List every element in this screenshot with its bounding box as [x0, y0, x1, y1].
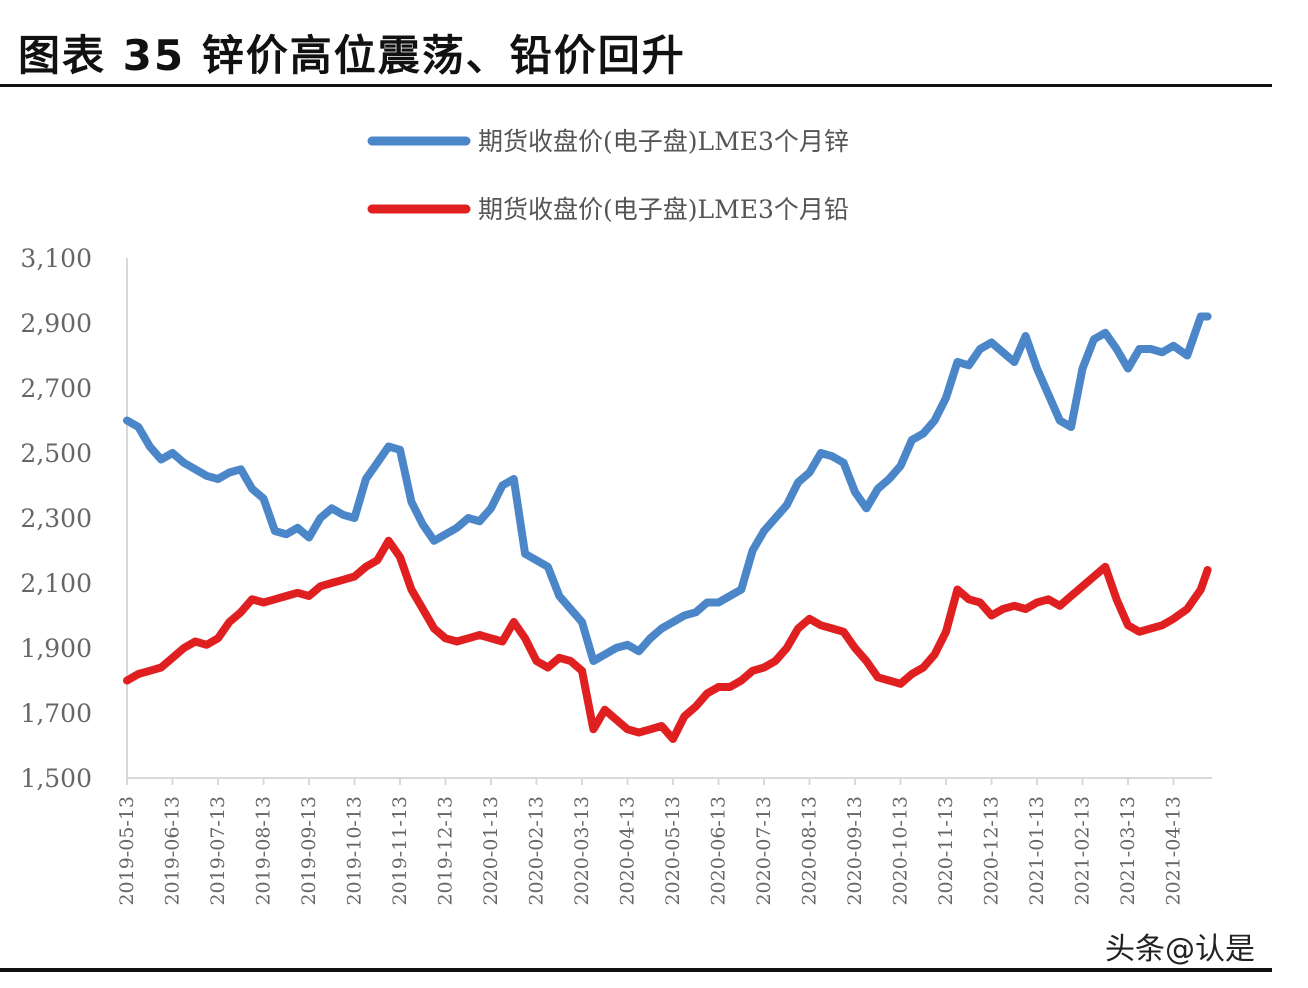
y-tick-label: 1,900: [20, 634, 92, 663]
x-tick-label: 2021-03-13: [1117, 796, 1139, 906]
x-tick-label: 2019-11-13: [389, 796, 411, 906]
figure-title: 图表 35 锌价高位震荡、铅价回升: [18, 31, 686, 80]
series-group: [123, 312, 1212, 743]
x-tick-label: 2019-05-13: [116, 796, 138, 906]
y-tick-label: 2,900: [20, 309, 92, 338]
y-tick-label: 2,300: [20, 504, 92, 533]
legend-label: 期货收盘价(电子盘)LME3个月锌: [478, 127, 849, 156]
x-tick-label: 2020-12-13: [981, 796, 1003, 906]
y-tick-label: 2,700: [20, 374, 92, 403]
legend-label: 期货收盘价(电子盘)LME3个月铅: [478, 195, 849, 224]
watermark: 头条@认是: [1105, 932, 1255, 967]
x-tick-label: 2019-07-13: [207, 796, 229, 906]
y-tick-label: 1,700: [20, 699, 92, 728]
x-tick-label: 2020-10-13: [890, 796, 912, 906]
top-divider: [0, 84, 1272, 87]
y-tick-label: 3,100: [20, 244, 92, 273]
x-tick-label: 2019-09-13: [298, 796, 320, 906]
x-tick-label: 2019-08-13: [253, 796, 275, 906]
series-line-zinc: [123, 312, 1212, 665]
y-tick-label: 1,500: [20, 764, 92, 793]
x-tick-label: 2019-10-13: [344, 796, 366, 906]
bottom-divider: [0, 968, 1272, 972]
x-tick-label: 2021-04-13: [1163, 796, 1185, 906]
x-tick-label: 2020-11-13: [935, 796, 957, 906]
x-tick-label: 2020-04-13: [617, 796, 639, 906]
x-tick-label: 2020-02-13: [526, 796, 548, 906]
x-tick-label: 2021-01-13: [1026, 796, 1048, 906]
x-tick-label: 2020-05-13: [662, 796, 684, 906]
x-tick-label: 2019-12-13: [435, 796, 457, 906]
x-tick-label: 2021-02-13: [1072, 796, 1094, 906]
x-tick-label: 2020-09-13: [844, 796, 866, 906]
x-tick-label: 2020-01-13: [480, 796, 502, 906]
x-tick-label: 2020-07-13: [753, 796, 775, 906]
x-tick-label: 2020-08-13: [799, 796, 821, 906]
x-tick-label: 2019-06-13: [162, 796, 184, 906]
y-tick-label: 2,500: [20, 439, 92, 468]
y-axis: 1,500 1,700 1,900 2,100 2,300 2,500 2,700 2,900…: [20, 244, 128, 793]
x-tick-label: 2020-06-13: [708, 796, 730, 906]
x-axis: 2019-05-13 2019-06-13 2019-07-13 2019-08-13…: [116, 777, 1212, 906]
series-line-lead: [123, 536, 1212, 743]
y-tick-label: 2,100: [20, 569, 92, 598]
x-tick-label: 2020-03-13: [571, 796, 593, 906]
